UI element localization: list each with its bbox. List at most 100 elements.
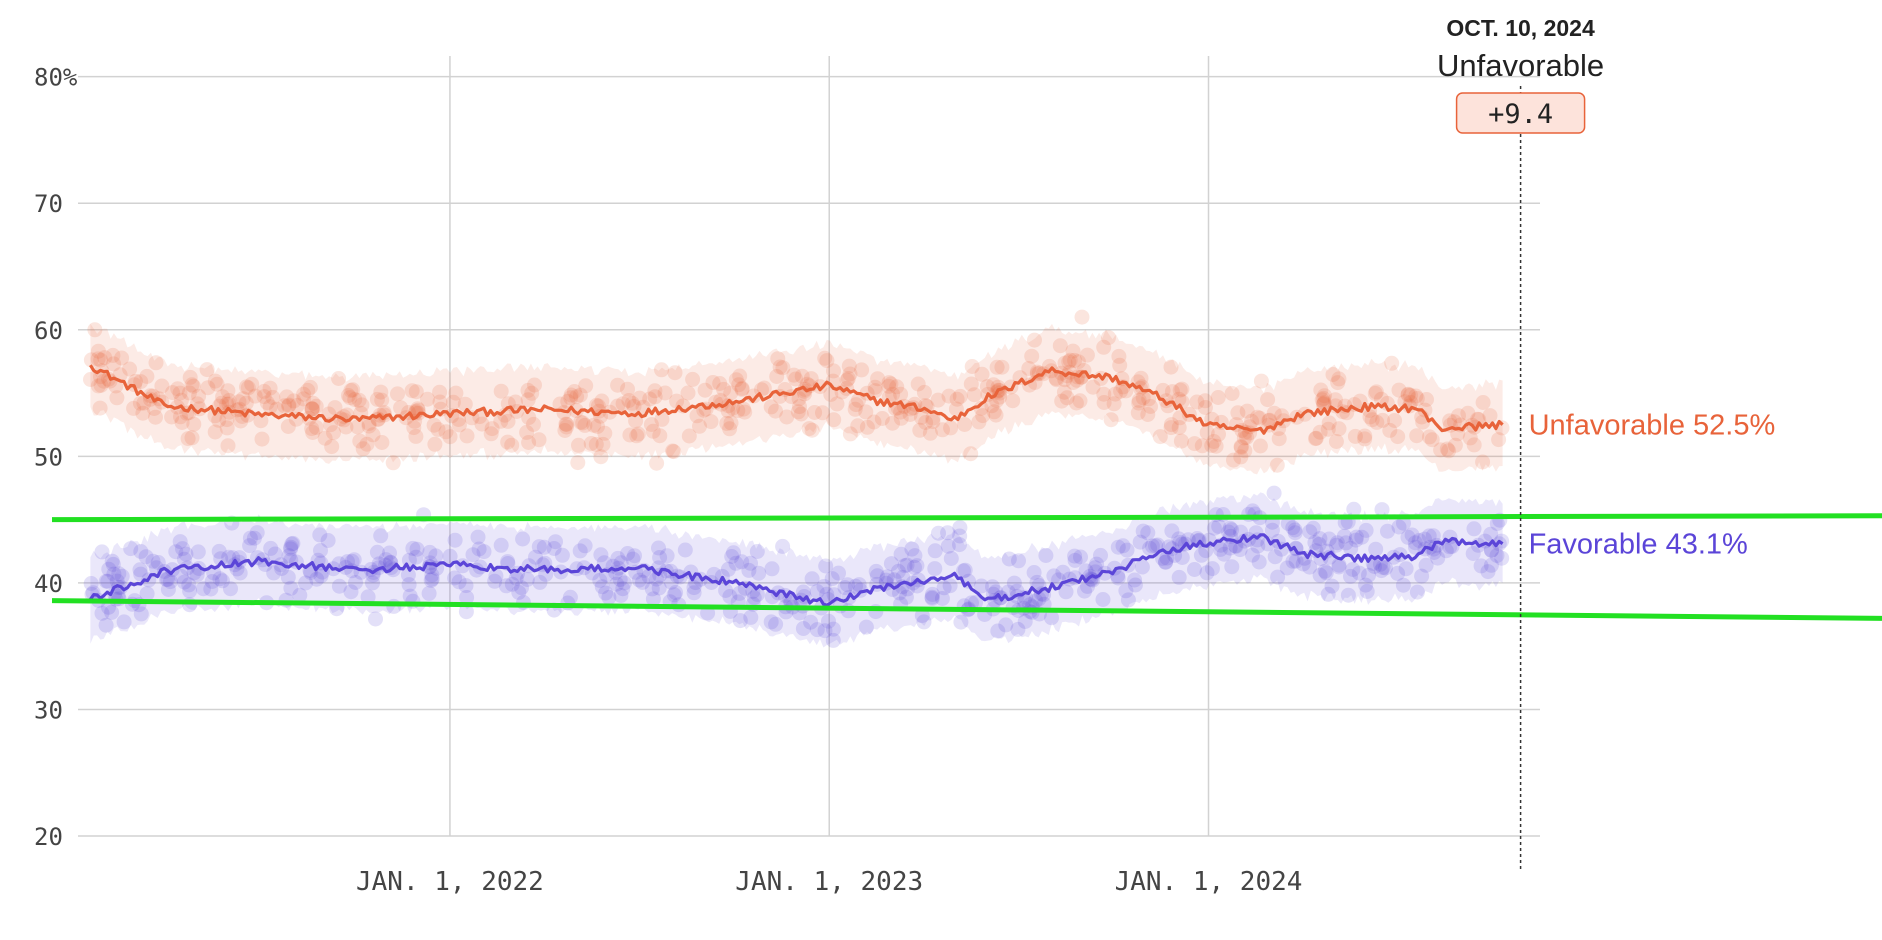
poll-dot — [922, 425, 938, 441]
poll-dot — [1028, 593, 1044, 609]
poll-dot — [90, 343, 106, 359]
poll-dot — [1172, 382, 1188, 398]
poll-dot — [114, 568, 130, 584]
poll-dot — [520, 382, 536, 398]
poll-dot — [508, 394, 523, 410]
poll-dot — [430, 421, 446, 437]
poll-dot — [557, 423, 573, 438]
poll-dot — [133, 374, 149, 390]
poll-dot — [1396, 515, 1411, 531]
poll-dot — [428, 548, 444, 564]
poll-dot — [343, 383, 359, 398]
poll-dot — [493, 413, 509, 429]
poll-dot — [511, 584, 527, 600]
poll-dot — [1346, 501, 1362, 517]
poll-dot — [1471, 412, 1487, 427]
poll-dot — [363, 562, 379, 577]
poll-dot — [211, 412, 227, 428]
poll-dot — [1096, 395, 1112, 410]
poll-dot — [616, 575, 632, 591]
tooltip-value-box — [1455, 92, 1586, 134]
poll-dot — [1466, 521, 1482, 537]
poll-dot — [1127, 577, 1143, 593]
poll-dot — [1194, 438, 1210, 454]
poll-dot — [296, 391, 312, 407]
poll-dot — [348, 575, 363, 590]
poll-dot — [914, 608, 930, 623]
poll-dot — [703, 414, 719, 430]
poll-dot — [1026, 565, 1042, 580]
poll-dot — [1442, 539, 1458, 555]
poll-dot — [1285, 553, 1301, 569]
poll-dot — [1331, 421, 1347, 437]
poll-dot — [404, 383, 420, 399]
poll-dot — [563, 387, 579, 403]
poll-dot — [1369, 414, 1385, 430]
poll-dot — [1425, 528, 1441, 544]
poll-dot — [277, 398, 292, 414]
poll-dot — [180, 431, 196, 447]
poll-dot — [1131, 392, 1147, 408]
poll-dot — [775, 538, 791, 554]
poll-dot — [1321, 531, 1337, 547]
poll-dot — [342, 390, 358, 406]
poll-dot — [998, 617, 1014, 633]
poll-dot — [1133, 370, 1149, 386]
poll-dot — [632, 390, 648, 406]
poll-dot — [351, 392, 367, 408]
poll-dot — [622, 427, 638, 443]
poll-dot — [1475, 395, 1491, 410]
poll-dot — [642, 391, 658, 407]
poll-dot — [211, 543, 227, 559]
poll-dot — [677, 542, 693, 558]
poll-dot — [756, 380, 772, 396]
poll-dot — [1093, 547, 1108, 563]
poll-dot — [652, 550, 668, 565]
poll-dot — [793, 406, 809, 422]
poll-dot — [734, 381, 750, 397]
poll-dot — [133, 544, 149, 559]
poll-dot — [1446, 414, 1462, 430]
poll-dot — [1222, 520, 1238, 536]
poll-dot — [1340, 587, 1356, 603]
poll-dot — [1204, 438, 1220, 453]
poll-dot — [1380, 523, 1395, 539]
poll-dot — [935, 422, 950, 438]
poll-dot — [680, 385, 696, 401]
poll-dot — [625, 551, 641, 567]
poll-dot — [571, 437, 586, 453]
poll-dot — [470, 529, 486, 545]
poll-dot — [1285, 520, 1301, 536]
x-tick-label: JAN. 1, 2022 — [356, 867, 544, 897]
poll-dot — [1211, 518, 1227, 534]
poll-dot — [818, 558, 834, 574]
poll-dot — [1211, 426, 1226, 442]
poll-dot — [221, 396, 237, 412]
poll-dot — [283, 539, 299, 555]
poll-dot — [1475, 454, 1491, 470]
poll-dot — [627, 548, 642, 564]
poll-dot — [408, 549, 424, 565]
poll-dot — [1232, 542, 1248, 558]
poll-dot — [214, 573, 230, 589]
poll-dot — [1327, 392, 1343, 408]
poll-dot — [1266, 405, 1282, 421]
poll-dot — [1433, 442, 1449, 458]
poll-dot — [231, 554, 247, 570]
poll-dot — [669, 393, 685, 409]
x-tick-label: JAN. 1, 2024 — [1115, 867, 1303, 897]
poll-dot — [1421, 528, 1437, 544]
poll-dot — [964, 595, 979, 611]
poll-dot — [577, 417, 593, 433]
poll-dot — [956, 563, 971, 579]
poll-dot — [893, 546, 909, 562]
poll-dot — [90, 378, 106, 394]
poll-dot — [1118, 583, 1134, 599]
poll-dot — [705, 375, 721, 390]
poll-dot — [83, 372, 98, 387]
poll-dot — [615, 396, 631, 412]
y-tick-label: 30 — [34, 696, 63, 724]
poll-dot — [405, 540, 421, 556]
poll-dot — [424, 567, 440, 583]
poll-dot — [572, 543, 588, 559]
